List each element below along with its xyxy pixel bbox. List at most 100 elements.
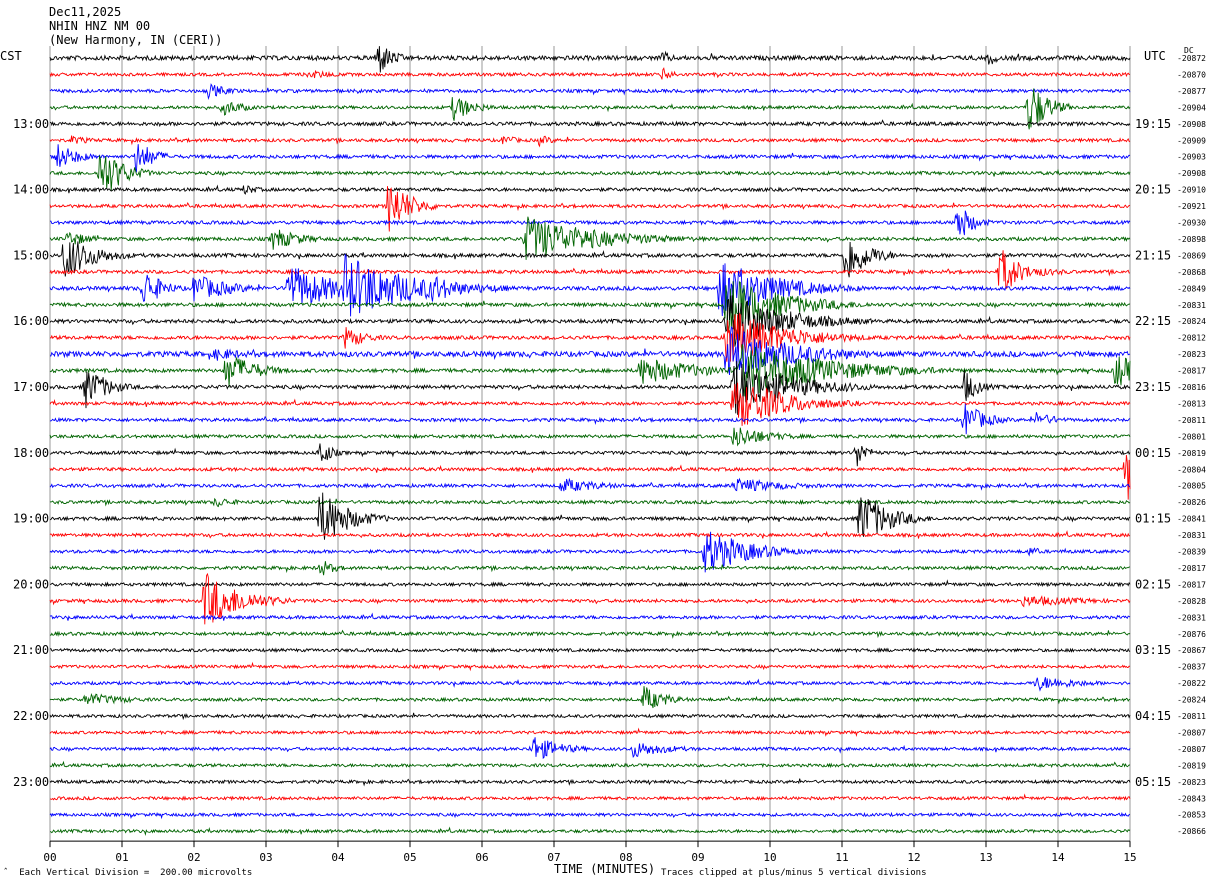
trace-line — [49, 712, 1131, 721]
right-time-label: 23:15 — [1135, 380, 1171, 394]
trace-line — [49, 295, 1131, 347]
trace-line — [49, 119, 1131, 128]
dc-offset-label: -20921 — [1177, 202, 1206, 211]
dc-offset-label: -20816 — [1177, 383, 1206, 392]
x-tick-label: 01 — [115, 851, 128, 864]
dc-offset-label: -20837 — [1177, 663, 1206, 672]
x-tick-label: 05 — [403, 851, 416, 864]
dc-offset-label: -20807 — [1177, 728, 1206, 737]
x-tick-label: 02 — [187, 851, 200, 864]
trace-line — [49, 144, 1131, 173]
trace-line — [49, 477, 1131, 492]
trace-line — [49, 778, 1131, 787]
x-tick-label: 11 — [835, 851, 848, 864]
trace-line — [49, 677, 1131, 692]
minute-gridlines — [49, 46, 1131, 848]
dc-offset-label: -20908 — [1177, 169, 1206, 178]
dc-offset-label: -20811 — [1177, 416, 1206, 425]
dc-offset-label: -20822 — [1177, 679, 1206, 688]
chart-location: (New Harmony, IN (CERI)) — [49, 33, 223, 47]
dc-offset-label: -20826 — [1177, 498, 1206, 507]
dc-offset-label: -20910 — [1177, 186, 1206, 195]
trace-line — [49, 135, 1131, 148]
trace-line — [49, 312, 1131, 362]
trace-line — [49, 281, 1131, 333]
left-time-label: 16:00 — [13, 314, 49, 328]
dc-offset-label: -20813 — [1177, 399, 1206, 408]
trace-line — [49, 561, 1131, 576]
trace-line — [49, 811, 1131, 820]
trace-line — [49, 83, 1131, 100]
dc-offset-label: -20817 — [1177, 367, 1206, 376]
right-time-label: 02:15 — [1135, 577, 1171, 591]
dc-offset-label: -20831 — [1177, 301, 1206, 310]
right-time-label: 00:15 — [1135, 446, 1171, 460]
chart-date: Dec11,2025 — [49, 5, 122, 19]
right-time-label: 19:15 — [1135, 117, 1171, 131]
dc-offset-label: -20903 — [1177, 153, 1206, 162]
left-time-label: 13:00 — [13, 117, 49, 131]
left-time-label: 23:00 — [13, 775, 49, 789]
right-time-label: 03:15 — [1135, 643, 1171, 657]
dc-offset-label: -20876 — [1177, 630, 1206, 639]
trace-line — [49, 661, 1131, 672]
trace-line — [49, 686, 1131, 709]
trace-line — [49, 629, 1131, 639]
left-time-label: 22:00 — [13, 709, 49, 723]
dc-offset-label: -20801 — [1177, 432, 1206, 441]
x-tick-label: 10 — [763, 851, 776, 864]
dc-offset-label: -20831 — [1177, 613, 1206, 622]
dc-offset-label: -20819 — [1177, 761, 1206, 770]
dc-offset-label: -20823 — [1177, 778, 1206, 787]
trace-line — [49, 241, 1131, 278]
chart-station: NHIN HNZ NM 00 — [49, 19, 151, 33]
scale-note: ˆ Each Vertical Division = 200.00 microv… — [3, 868, 253, 878]
dc-offset-label: -20812 — [1177, 334, 1206, 343]
trace-line — [49, 530, 1131, 539]
dc-offset-label: -20866 — [1177, 827, 1206, 836]
dc-offset-label: -20824 — [1177, 317, 1206, 326]
trace-line — [49, 253, 1131, 317]
dc-offset-label: -20869 — [1177, 251, 1206, 260]
right-time-label: 01:15 — [1135, 512, 1171, 526]
trace-line — [49, 250, 1131, 290]
trace-line — [49, 403, 1131, 435]
dc-offset-label: -20839 — [1177, 548, 1206, 557]
trace-line — [49, 155, 1131, 191]
trace-line — [49, 186, 1131, 232]
trace-line — [49, 184, 1131, 195]
trace-line — [49, 67, 1131, 80]
trace-line — [49, 325, 1131, 377]
right-timezone-label: UTC — [1144, 49, 1166, 63]
trace-line — [49, 793, 1131, 802]
trace-line — [49, 382, 1131, 426]
dc-offset-label: -20804 — [1177, 465, 1206, 474]
trace-line — [49, 826, 1131, 837]
left-time-label: 14:00 — [13, 183, 49, 197]
dc-offset-label: -20870 — [1177, 70, 1206, 79]
x-tick-label: 06 — [475, 851, 488, 864]
scale-note-text: Each Vertical Division = 200.00 microvol… — [19, 868, 253, 878]
dc-offset-label: -20868 — [1177, 268, 1206, 277]
trace-line — [49, 344, 1131, 397]
trace-line — [49, 727, 1131, 738]
dc-offset-label: -20823 — [1177, 350, 1206, 359]
axis-labels: 00 01 02 03 04 05 06 07 08 09 10 11 12 13 14 15 13:00 14:… — [13, 54, 1206, 864]
left-time-label: 19:00 — [13, 512, 49, 526]
trace-line — [49, 612, 1131, 621]
trace-line — [49, 492, 1131, 540]
dc-offset-label: -20898 — [1177, 235, 1206, 244]
left-time-label: 18:00 — [13, 446, 49, 460]
x-tick-label: 15 — [1123, 851, 1136, 864]
dc-offset-label: -20849 — [1177, 284, 1206, 293]
dc-offset-label: -20843 — [1177, 794, 1206, 803]
dc-offset-label: -20819 — [1177, 449, 1206, 458]
trace-line — [49, 216, 1131, 260]
trace-line — [49, 46, 1131, 73]
right-time-label: 04:15 — [1135, 709, 1171, 723]
dc-offset-label: -20805 — [1177, 482, 1206, 491]
trace-line — [49, 497, 1131, 508]
seismogram-traces — [49, 46, 1131, 837]
dc-offset-label: -20828 — [1177, 597, 1206, 606]
